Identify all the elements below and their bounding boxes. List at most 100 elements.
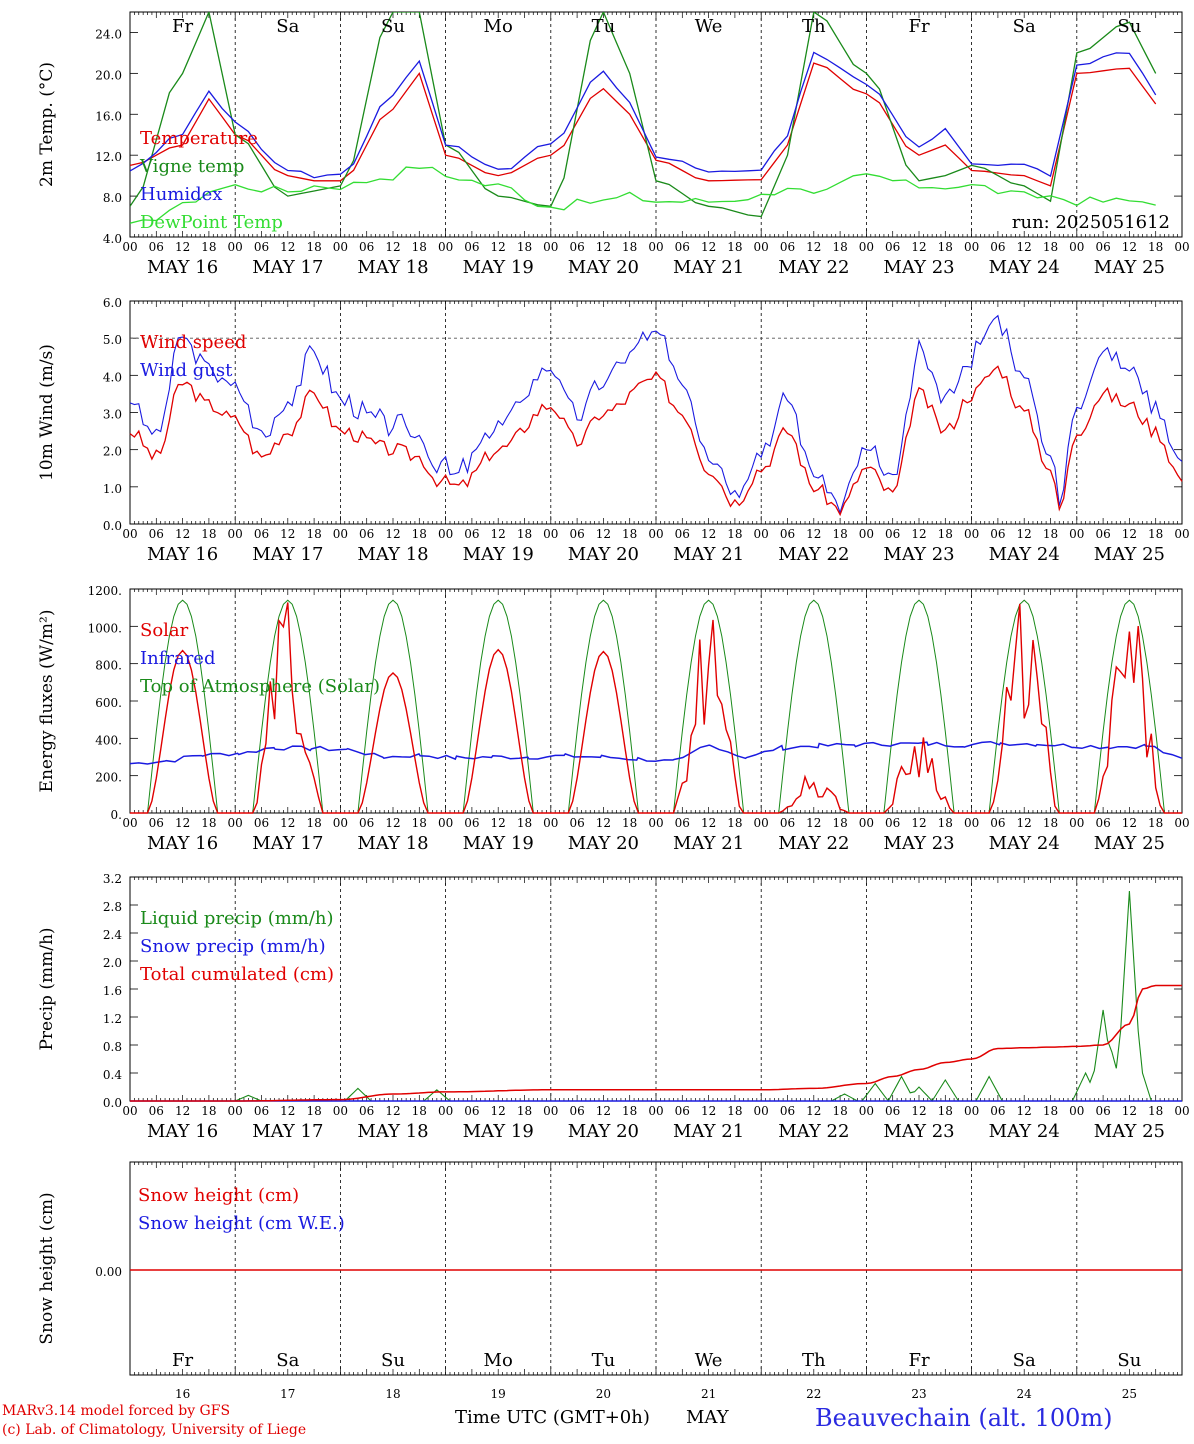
x-hour-label: 00 [964,527,979,541]
model-credit: MARv3.14 model forced by GFS [2,1403,230,1419]
x-hour-label: 00 [964,240,979,254]
x-hour-label: 00 [859,240,874,254]
x-date-label: MAY 23 [883,544,954,565]
series-line [130,62,1157,187]
x-hour-label: 18 [1148,816,1163,830]
total-cumulated-line [130,984,1182,1102]
x-hour-label: 06 [359,1104,374,1118]
y-tick-label: 16.0 [95,109,122,123]
x-hour-label: 06 [885,816,900,830]
x-hour-label: 18 [1148,240,1163,254]
y-tick-label: 3.2 [103,872,122,886]
x-hour-label: 00 [754,1104,769,1118]
x-hour-label: 18 [412,1104,427,1118]
weekday-label: Fr [908,16,929,37]
x-hour-label: 12 [1122,527,1137,541]
legend-entry: Wind speed [140,332,246,353]
x-hour-label: 06 [990,240,1005,254]
weekday-label: Fr [172,16,193,37]
x-date-label: MAY 21 [673,544,744,565]
panel-frame [129,300,1183,525]
x-hour-label: 18 [832,816,847,830]
x-hour-label: 18 [938,816,953,830]
run-label: run: 2025051612 [1012,212,1170,233]
x-date-label: MAY 18 [357,544,428,565]
x-hour-label: 18 [201,240,216,254]
legend-entry: Snow height (cm W.E.) [138,1213,345,1234]
x-hour-label: 06 [254,240,269,254]
x-hour-label: 06 [359,816,374,830]
panel-temperature: 4.0 8.0 12.0 16.0 20.0 24.0 2m Temp. (°C) Fr Sa S… [37,11,1190,278]
x-date-label: MAY 18 [357,1121,428,1142]
x-date-label: MAY 25 [1094,1121,1165,1142]
x-hour-label: 06 [149,527,164,541]
x-hour-label: 12 [596,240,611,254]
x-hour-label: 00 [122,1104,137,1118]
legend-entry: Total cumulated (cm) [140,964,334,985]
weekday-label: Th [802,1350,826,1371]
x-hour-label: 06 [885,1104,900,1118]
x-hour-label: 12 [806,816,821,830]
x-hour-label: 12 [596,527,611,541]
x-hour-label: 00 [648,816,663,830]
weekday-label: Tu [592,1350,616,1371]
y-axis-label: Energy fluxes (W/m²) [37,610,57,793]
legend-entry: Vigne temp [139,156,244,177]
x-hour-label: 12 [491,1104,506,1118]
x-date-label: MAY 22 [778,833,849,854]
x-hour-label: 12 [491,240,506,254]
day-number-label: 23 [911,1387,926,1401]
x-hour-label: 18 [727,240,742,254]
x-hour-label: 06 [464,816,479,830]
x-hour-label: 00 [648,1104,663,1118]
x-axis-label: Time UTC (GMT+0h) [455,1407,650,1428]
y-tick-label: 5.0 [103,333,122,347]
y-tick-label: 400. [95,733,122,747]
x-hour-label: 00 [438,240,453,254]
x-hour-label: 06 [990,1104,1005,1118]
weekday-label: Tu [592,16,616,37]
x-hour-label: 12 [280,816,295,830]
x-hour-label: 00 [543,816,558,830]
weekday-label: Su [381,1350,405,1371]
x-date-label: MAY 23 [883,257,954,278]
y-tick-label: 2.0 [103,956,122,970]
y-tick-label: 0.0 [103,1096,122,1110]
y-tick-label: 20.0 [95,68,122,82]
x-hour-label: 12 [1017,527,1032,541]
x-hour-label: 06 [149,1104,164,1118]
y-tick-label: 0.00 [95,1265,122,1279]
weekday-label: Sa [276,16,299,37]
legend-entry: Snow precip (mm/h) [140,936,326,957]
x-hour-label: 18 [1148,1104,1163,1118]
weekday-label: Fr [908,1350,929,1371]
x-hour-label: 18 [622,1104,637,1118]
legend-entry: Wind gust [140,360,233,381]
x-hour-label: 18 [1148,527,1163,541]
x-hour-label: 06 [780,816,795,830]
x-hour-label: 06 [675,240,690,254]
x-hour-label: 18 [832,1104,847,1118]
x-hour-label: 12 [385,527,400,541]
weekday-label: Sa [1013,16,1036,37]
panel-energy: 0. 200. 400. 600. 800. 1000. 1200. Energy fluxe… [37,584,1190,854]
legend-entry: Infrared [140,648,215,669]
y-tick-label: 2.0 [103,445,122,459]
x-hour-label: 18 [306,527,321,541]
x-hour-label: 06 [569,527,584,541]
weekday-label: Mo [484,16,513,37]
day-number-label: 17 [280,1387,295,1401]
x-hour-label: 06 [885,240,900,254]
x-hour-label: 06 [780,240,795,254]
day-number-label: 20 [596,1387,611,1401]
x-hour-label: 00 [1174,527,1189,541]
series-line [130,12,1157,218]
x-hour-label: 00 [228,240,243,254]
y-tick-label: 6.0 [103,296,122,310]
x-date-label: MAY 19 [463,544,534,565]
x-hour-label: 12 [1017,1104,1032,1118]
infrared-line [129,740,1183,765]
x-date-label: MAY 19 [463,257,534,278]
x-date-label: MAY 21 [673,1121,744,1142]
